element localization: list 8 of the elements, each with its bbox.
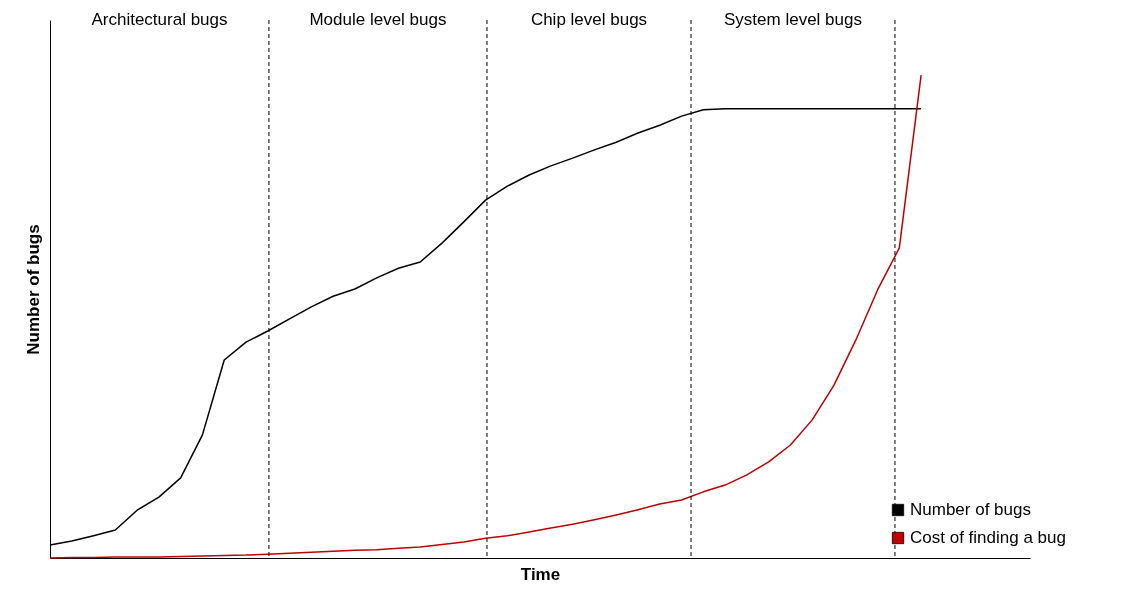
legend-label: Cost of finding a bug [910,528,1066,547]
text: Module level bugs [309,10,447,29]
text: System level bugs [724,10,862,29]
legend-label: Number of bugs [910,500,1031,519]
x-axis-title: Time [520,564,561,584]
y-axis-title: Number of bugs [23,224,43,355]
text: Chip level bugs [530,10,648,29]
text: Architectural bugs [91,10,228,29]
